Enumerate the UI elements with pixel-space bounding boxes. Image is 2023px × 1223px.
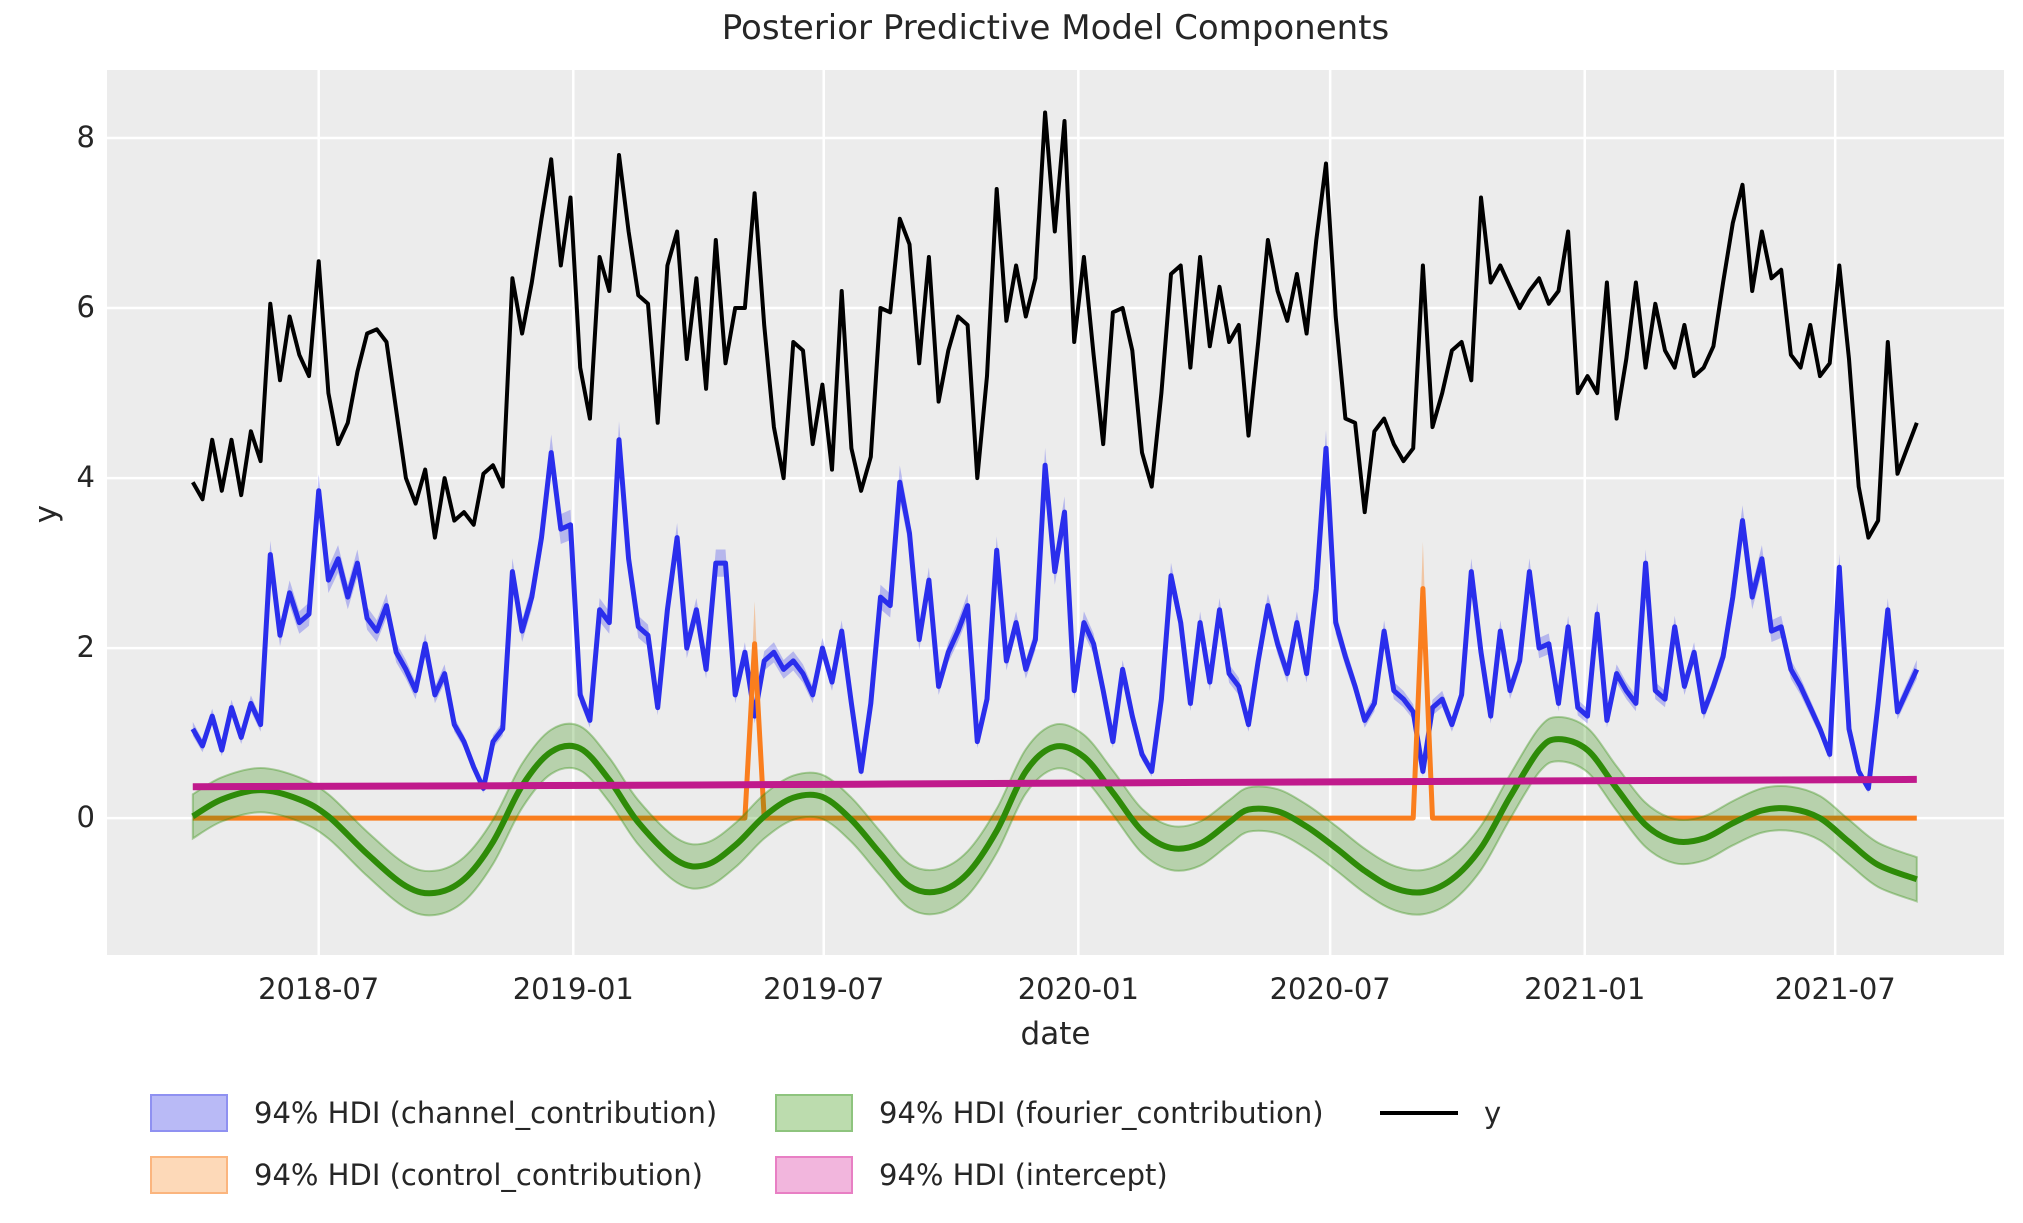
x-tick-label: 2019-01 xyxy=(512,972,634,1006)
chart-title: Posterior Predictive Model Components xyxy=(721,8,1390,48)
channel_contribution-line xyxy=(190,437,1920,791)
control_contribution-line xyxy=(192,586,1917,821)
legend-label: 94% HDI (channel_contribution) xyxy=(254,1096,718,1130)
x-tick-label: 2018-07 xyxy=(258,972,380,1006)
y-tick-label: 6 xyxy=(76,290,95,325)
legend-label: y xyxy=(1484,1096,1502,1130)
legend-item-94-hdi-channel-contribution-: 94% HDI (channel_contribution) xyxy=(150,1090,717,1136)
legend-item-94-hdi-control-contribution-: 94% HDI (control_contribution) xyxy=(150,1152,703,1198)
x-tick-label: 2021-07 xyxy=(1774,972,1896,1006)
legend-label: 94% HDI (intercept) xyxy=(879,1158,1168,1192)
y-tick-label: 0 xyxy=(76,800,95,835)
x-tick-label: 2019-07 xyxy=(763,972,885,1006)
legend-line-icon xyxy=(1380,1111,1458,1115)
y-tick-label: 4 xyxy=(76,460,95,495)
x-tick-label: 2020-01 xyxy=(1017,972,1139,1006)
x-tick-label: 2020-07 xyxy=(1269,972,1391,1006)
y-tick-label: 8 xyxy=(76,120,95,154)
legend-item-y: y xyxy=(1380,1090,1501,1136)
legend-item-94-hdi-intercept-: 94% HDI (intercept) xyxy=(775,1152,1168,1198)
legend-label: 94% HDI (control_contribution) xyxy=(254,1158,703,1192)
fourier_contribution-line xyxy=(191,736,1918,897)
y-line xyxy=(191,110,1919,540)
x-tick-label: 2021-01 xyxy=(1524,972,1646,1006)
legend-patch-icon xyxy=(150,1156,228,1194)
x-axis-label: date xyxy=(1020,1016,1091,1052)
y-tick-label: 2 xyxy=(76,630,95,665)
legend-patch-icon xyxy=(150,1094,228,1132)
legend-item-94-hdi-fourier-contribution-: 94% HDI (fourier_contribution) xyxy=(775,1090,1324,1136)
fourier_contribution-hdi-band xyxy=(191,715,1918,917)
legend: 94% HDI (channel_contribution) 94% HDI (c… xyxy=(0,1078,2023,1218)
legend-patch-icon xyxy=(775,1094,853,1132)
legend-patch-icon xyxy=(775,1156,853,1194)
intercept-line xyxy=(192,775,1917,791)
legend-label: 94% HDI (fourier_contribution) xyxy=(879,1096,1324,1130)
